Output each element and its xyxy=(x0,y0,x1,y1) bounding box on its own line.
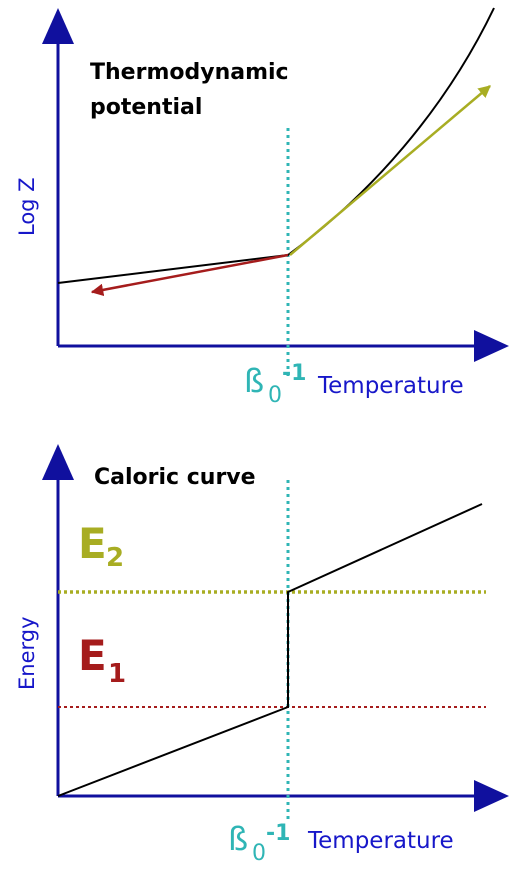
top-y-axis-label: Log Z xyxy=(15,177,39,236)
bottom-y-axis-arrowhead xyxy=(42,444,74,480)
e2-label-base: E xyxy=(78,519,107,568)
top-beta-sub: 0 xyxy=(268,383,282,408)
bottom-beta-sup: -1 xyxy=(266,821,290,846)
caloric-curve xyxy=(57,503,483,797)
bottom-y-axis-label: Energy xyxy=(15,616,39,690)
e1-label-sub: 1 xyxy=(108,659,126,689)
e1-label-base: E xyxy=(78,631,107,680)
top-x-axis-label: Temperature xyxy=(317,373,464,399)
top-title-line2: potential xyxy=(90,95,202,120)
log-z-curve xyxy=(57,7,495,284)
bottom-x-axis-arrowhead xyxy=(474,780,509,812)
e2-label: E 2 xyxy=(78,519,124,573)
high-temperature-arrow xyxy=(289,85,491,256)
top-beta-sup: -1 xyxy=(282,361,306,386)
bottom-beta-sub: 0 xyxy=(252,841,266,866)
bottom-beta-base: ß xyxy=(228,820,248,858)
e1-label: E 1 xyxy=(78,631,126,689)
top-x-axis-arrowhead xyxy=(474,330,509,362)
low-temperature-arrow xyxy=(90,253,289,297)
top-panel: Thermodynamic potential Log Z Temperatur… xyxy=(15,7,509,408)
bottom-panel: Caloric curve Energy Temperature E 2 E 1… xyxy=(15,444,509,866)
bottom-beta-label: ß 0 -1 xyxy=(228,820,290,866)
e2-label-sub: 2 xyxy=(106,543,124,573)
top-y-axis-arrowhead xyxy=(42,8,74,44)
top-beta-base: ß xyxy=(244,362,264,400)
bottom-x-axis-label: Temperature xyxy=(307,828,454,854)
top-title-line1: Thermodynamic xyxy=(90,60,289,85)
top-beta-label: ß 0 -1 xyxy=(244,361,306,408)
bottom-title: Caloric curve xyxy=(94,465,256,490)
